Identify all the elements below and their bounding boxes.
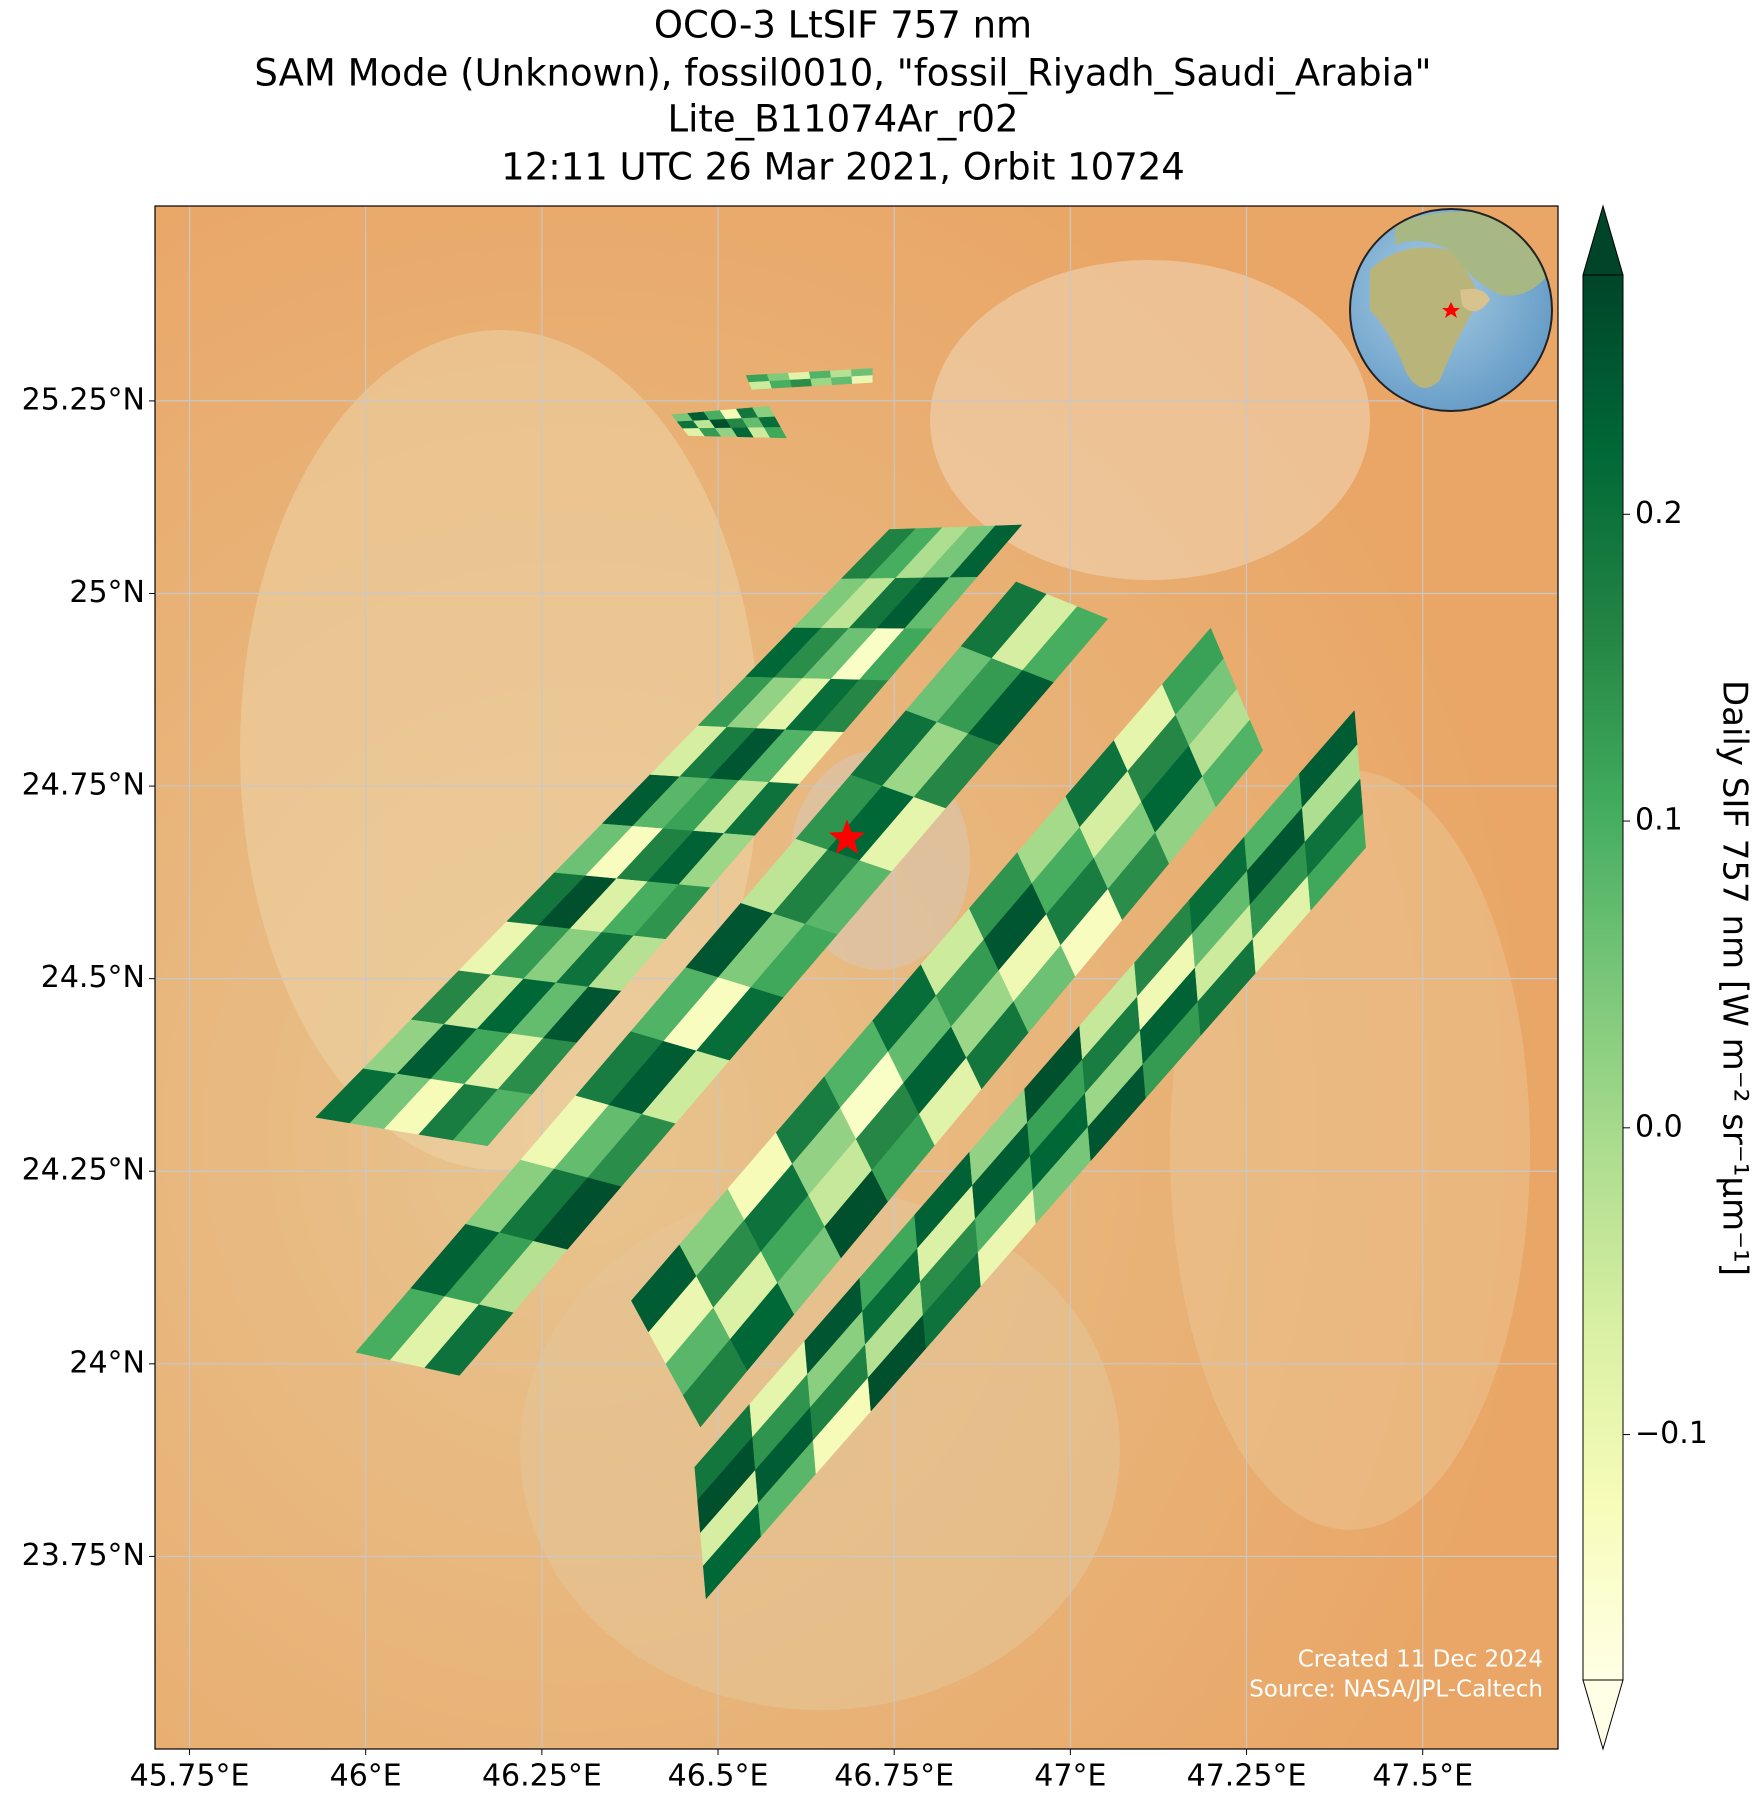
sif-cell bbox=[1202, 719, 1264, 808]
colorbar-tick-label: −0.1 bbox=[1635, 1416, 1708, 1451]
terrain bbox=[930, 260, 1370, 580]
y-tick-label: 25°N bbox=[69, 575, 145, 610]
y-tick-label: 24.75°N bbox=[22, 768, 145, 803]
sif-cell bbox=[769, 379, 793, 389]
sif-cell bbox=[789, 378, 813, 388]
y-tick-label: 23.75°N bbox=[22, 1538, 145, 1573]
x-tick-label: 47°E bbox=[1034, 1759, 1106, 1794]
colorbar-label: Daily SIF 757 nm [W m⁻² sr⁻¹μm⁻¹] bbox=[1715, 680, 1755, 1276]
title-line: 12:11 UTC 26 Mar 2021, Orbit 10724 bbox=[501, 146, 1185, 189]
x-tick-label: 46.75°E bbox=[834, 1759, 954, 1794]
globe-outline bbox=[1349, 208, 1553, 412]
target-star bbox=[828, 819, 866, 854]
colorbar: −0.1 0.0 0.1 0.2 bbox=[1582, 204, 1708, 1751]
sif-cell bbox=[763, 427, 787, 439]
colorbar-tick-label: 0.1 bbox=[1635, 803, 1683, 838]
y-tick-label: 24.25°N bbox=[22, 1153, 145, 1188]
map-frame bbox=[154, 205, 1559, 1750]
y-tick-label: 24.5°N bbox=[41, 960, 145, 995]
colorbar-tick-label: 0.0 bbox=[1635, 1109, 1683, 1144]
swaths bbox=[315, 368, 1366, 1600]
colorbar-extend-bottom bbox=[1582, 1679, 1624, 1751]
title-line: SAM Mode (Unknown), fossil0010, "fossil_… bbox=[254, 52, 1431, 95]
footnote: Created 11 Dec 2024 bbox=[1298, 1647, 1543, 1673]
land bbox=[1395, 211, 1552, 296]
sif-cell bbox=[830, 376, 853, 385]
sif-cell bbox=[810, 377, 833, 387]
land bbox=[1370, 247, 1480, 388]
sif-cell bbox=[851, 375, 873, 384]
title-line: Lite_B11074Ar_r02 bbox=[667, 98, 1018, 141]
sif-cell bbox=[745, 374, 770, 383]
globe-star bbox=[1442, 302, 1460, 318]
sif-cell bbox=[1307, 812, 1366, 911]
sif-cell bbox=[1022, 606, 1109, 683]
x-tick-label: 47.25°E bbox=[1187, 1759, 1307, 1794]
colorbar-body bbox=[1582, 274, 1624, 1681]
x-tick-label: 45.75°E bbox=[130, 1759, 250, 1794]
sif-cell bbox=[748, 380, 773, 390]
x-tick-label: 47.5°E bbox=[1372, 1759, 1473, 1794]
colorbar-tick-label: 0.2 bbox=[1635, 496, 1683, 531]
footnote: Source: NASA/JPL-Caltech bbox=[1249, 1677, 1543, 1703]
y-tick-label: 24°N bbox=[69, 1345, 145, 1380]
x-tick-label: 46°E bbox=[330, 1759, 402, 1794]
colorbar-extend-top bbox=[1582, 204, 1624, 276]
land bbox=[1460, 288, 1490, 312]
y-tick-label: 25.25°N bbox=[22, 382, 145, 417]
globe-inset bbox=[1349, 208, 1553, 412]
sif-cell bbox=[949, 524, 1023, 578]
x-tick-label: 46.25°E bbox=[482, 1759, 602, 1794]
title-line: OCO-3 LtSIF 757 nm bbox=[654, 4, 1032, 47]
x-tick-label: 46.5°E bbox=[668, 1759, 769, 1794]
sif-cell bbox=[766, 372, 791, 382]
